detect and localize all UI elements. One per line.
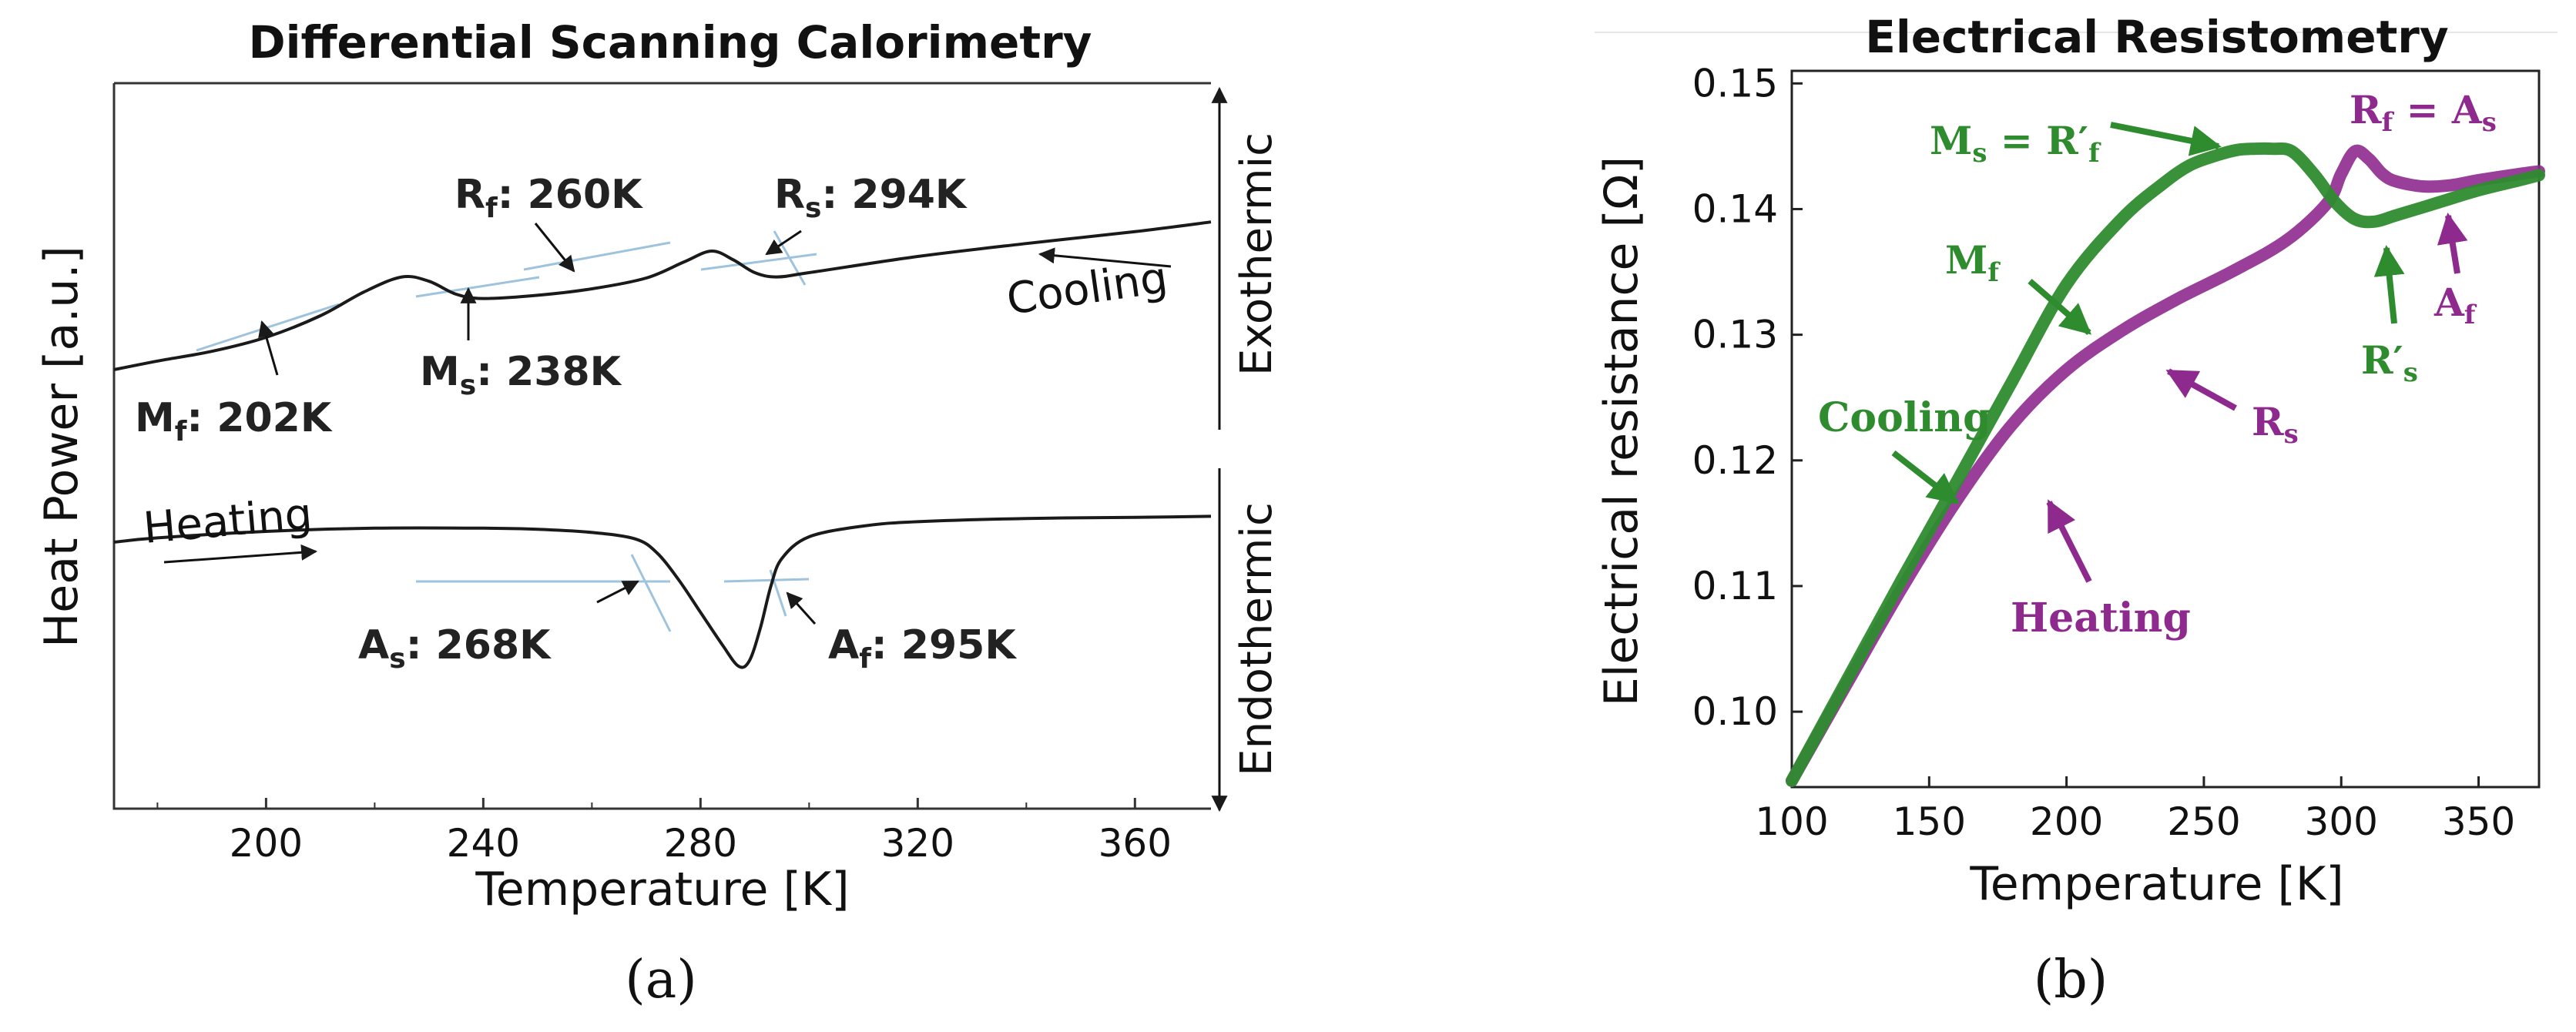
dsc-annotation-mf: Mf: 202K xyxy=(135,320,333,447)
svg-text:Rs: Rs xyxy=(2252,399,2299,450)
svg-text:R′s: R′s xyxy=(2361,337,2418,388)
er-heating-label: Heating xyxy=(2011,595,2191,642)
er-annotation-rs: Rs xyxy=(2165,368,2299,450)
dsc-y-axis-label: Heat Power [a.u.] xyxy=(35,246,89,648)
er-plot-frame xyxy=(1790,69,2541,789)
er-y-tick-label: 0.10 xyxy=(1692,689,1778,734)
er-x-tick-label: 200 xyxy=(2030,799,2103,844)
er-heating-curve xyxy=(1786,144,2545,787)
er-x-tick-label: 150 xyxy=(1893,799,1966,844)
er-x-tick-label: 100 xyxy=(1755,799,1828,844)
er-title: Electrical Resistometry xyxy=(1865,11,2448,63)
er-annotation-ms-rf: Ms = R′f xyxy=(1930,118,2222,169)
er-x-tick-label: 300 xyxy=(2305,799,2378,844)
panel-b-label: (b) xyxy=(2034,950,2108,1010)
er-annotation-cooling: Cooling xyxy=(1818,394,1991,505)
svg-text:Mf: 202K: Mf: 202K xyxy=(135,395,333,447)
er-x-axis-label: Temperature [K] xyxy=(1969,857,2343,911)
svg-text:Af: 295K: Af: 295K xyxy=(828,622,1017,675)
svg-text:Ms = R′f: Ms = R′f xyxy=(1930,118,2101,169)
svg-text:Rf = As: Rf = As xyxy=(2350,87,2497,138)
er-y-tick-label: 0.15 xyxy=(1692,61,1778,106)
er-x-tick-label: 350 xyxy=(2442,799,2515,844)
er-x-ticks: 100 150 200 250 300 350 xyxy=(1755,776,2515,844)
dsc-annotation-af: Af: 295K xyxy=(786,591,1017,675)
svg-text:Rs: 294K: Rs: 294K xyxy=(774,172,968,224)
exothermic-label: Exothermic xyxy=(1232,132,1282,376)
dsc-annotation-rf: Rf: 260K xyxy=(454,172,643,273)
svg-text:As: 268K: As: 268K xyxy=(358,622,552,675)
dsc-x-axis-label: Temperature [K] xyxy=(475,863,849,916)
er-annotation-rs-prime: R′s xyxy=(2361,245,2418,388)
dsc-frame-left-bottom xyxy=(112,83,1211,810)
resistometry-panel: Electrical Resistometry 100 150 200 250 300 3… xyxy=(1595,11,2558,1010)
svg-text:Af: Af xyxy=(2433,280,2477,330)
dsc-heating-arrow xyxy=(163,544,318,564)
er-annotation-mf: Mf xyxy=(1945,237,2092,336)
dsc-annotation-rs: Rs: 294K xyxy=(765,172,968,256)
er-annotation-rf-as: Rf = As xyxy=(2350,87,2497,138)
dsc-title: Differential Scanning Calorimetry xyxy=(249,16,1092,69)
er-cooling-label: Cooling xyxy=(1818,394,1991,441)
endothermic-label: Endothermic xyxy=(1232,502,1282,776)
dsc-heating-curve xyxy=(113,514,1212,669)
er-x-tick-label: 250 xyxy=(2167,799,2240,844)
svg-text:Rf: 260K: Rf: 260K xyxy=(454,172,643,224)
dsc-x-ticks: 200 240 280 320 360 xyxy=(156,798,1172,866)
panel-a-label: (a) xyxy=(625,950,697,1010)
dsc-x-tick-label: 200 xyxy=(230,821,303,866)
er-y-tick-label: 0.11 xyxy=(1692,564,1778,608)
dsc-cooling-arrow xyxy=(1038,247,1172,268)
dsc-panel: Differential Scanning Calorimetry 200 240… xyxy=(35,16,1282,1010)
er-annotation-heating: Heating xyxy=(2011,499,2191,642)
svg-text:Ms: 238K: Ms: 238K xyxy=(420,349,622,401)
dsc-x-tick-label: 280 xyxy=(664,821,737,866)
er-y-tick-label: 0.13 xyxy=(1692,313,1778,357)
dsc-cooling-curve xyxy=(113,220,1212,371)
dsc-annotation-as: As: 268K xyxy=(358,580,639,675)
dsc-heating-label: Heating xyxy=(142,489,314,554)
er-y-axis-label: Electrical resistance [Ω] xyxy=(1595,156,1649,706)
er-y-ticks: 0.10 0.11 0.12 0.13 0.14 0.15 xyxy=(1692,61,1803,734)
dsc-x-tick-label: 360 xyxy=(1098,821,1172,866)
er-y-tick-label: 0.14 xyxy=(1692,186,1778,231)
svg-text:Mf: Mf xyxy=(1945,237,2001,288)
er-y-tick-label: 0.12 xyxy=(1692,438,1778,483)
er-annotation-af: Af xyxy=(2433,213,2477,330)
dsc-annotation-ms: Ms: 238K xyxy=(420,286,622,401)
dsc-x-tick-label: 240 xyxy=(447,821,520,866)
dsc-x-tick-label: 320 xyxy=(881,821,954,866)
